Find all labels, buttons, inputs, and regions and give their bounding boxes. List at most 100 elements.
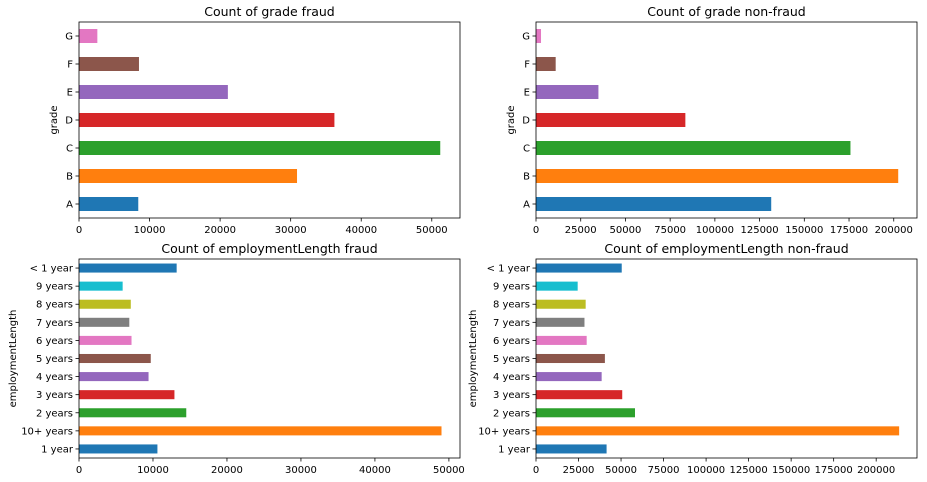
x-tick-label: 20000	[211, 465, 243, 476]
bar-g	[536, 29, 542, 43]
plot-frame	[535, 258, 918, 459]
x-tick-label: 0	[533, 225, 539, 236]
x-tick-label: 25000	[565, 225, 597, 236]
y-tick-label: A	[523, 200, 530, 211]
x-tick-label: 200000	[875, 225, 913, 236]
chart-title: Count of grade fraud	[204, 4, 335, 19]
bar-g	[79, 29, 98, 43]
y-tick-label: 6 years	[36, 336, 73, 347]
y-tick-label: 10+ years	[478, 426, 530, 437]
y-tick-label: < 1 year	[487, 264, 531, 275]
bar-9-years	[536, 281, 578, 291]
y-axis-label: grade	[49, 105, 60, 134]
bar-2-years	[79, 408, 187, 418]
bar-f	[79, 57, 139, 71]
bar-5-years	[79, 353, 151, 364]
x-tick-label: 125000	[740, 225, 778, 236]
bar-a	[79, 197, 139, 211]
y-axis-label: grade	[506, 105, 517, 134]
y-tick-label: G	[65, 32, 73, 43]
y-tick-label: 3 years	[493, 390, 530, 401]
bar--1-year	[79, 263, 177, 273]
x-tick-label: 100000	[696, 225, 734, 236]
x-tick-label: 175000	[830, 225, 868, 236]
x-tick-label: 50000	[610, 225, 642, 236]
bar-5-years	[536, 353, 605, 364]
bar-2-years	[536, 408, 635, 418]
bar-3-years	[536, 390, 623, 400]
x-tick-label: 100000	[687, 465, 725, 476]
bar-8-years	[536, 299, 586, 309]
chart-4: 1 year 10+ years 2 years 3 years 4 years 5 ye…	[468, 241, 918, 476]
y-tick-label: 9 years	[493, 282, 530, 293]
bar-7-years	[79, 317, 130, 327]
chart-title: Count of employmentLength fraud	[161, 241, 377, 256]
x-tick-label: 75000	[654, 225, 686, 236]
bar-8-years	[79, 299, 131, 309]
plot-frame	[78, 258, 461, 459]
chart-1: A B C D E F G 0 10000 20000 30000 40000 50000 Count o…	[49, 4, 461, 236]
y-tick-label: 5 years	[36, 354, 73, 365]
y-tick-label: E	[67, 88, 73, 99]
bar-b	[79, 169, 298, 183]
chart-3: 1 year 10+ years 2 years 3 years 4 years 5 ye…	[8, 241, 465, 476]
bar-10-years	[536, 426, 900, 436]
x-tick-label: 50000	[605, 465, 637, 476]
y-tick-label: 5 years	[493, 354, 530, 365]
x-tick-label: 50000	[416, 225, 448, 236]
y-tick-label: 3 years	[36, 390, 73, 401]
bar-4-years	[79, 372, 149, 382]
y-tick-label: B	[523, 172, 530, 183]
y-tick-label: 4 years	[493, 372, 530, 383]
bar-6-years	[536, 335, 587, 345]
y-tick-label: A	[66, 200, 73, 211]
bar-c	[536, 141, 851, 155]
bar-3-years	[79, 390, 175, 400]
y-tick-label: C	[523, 144, 530, 155]
y-tick-label: < 1 year	[30, 264, 74, 275]
chart-2: A B C D E F G 0 25000 50000 75000 100000 125000 15000…	[506, 4, 918, 236]
bar-d	[79, 113, 335, 127]
y-tick-label: C	[66, 144, 73, 155]
y-tick-label: G	[522, 32, 530, 43]
x-tick-label: 25000	[563, 465, 595, 476]
bar-10-years	[79, 426, 442, 436]
x-tick-label: 150000	[785, 225, 823, 236]
x-tick-label: 150000	[772, 465, 810, 476]
bar-9-years	[79, 281, 123, 291]
bar-f	[536, 57, 556, 71]
x-tick-label: 125000	[730, 465, 768, 476]
x-tick-label: 0	[533, 465, 539, 476]
bar-b	[536, 169, 899, 183]
x-tick-label: 20000	[204, 225, 236, 236]
y-tick-label: 2 years	[493, 408, 530, 419]
plot-frame	[535, 21, 918, 219]
y-tick-label: F	[67, 60, 73, 71]
y-tick-label: 6 years	[493, 336, 530, 347]
y-tick-label: 1 year	[41, 444, 74, 455]
bar-1-year	[536, 444, 607, 454]
bar-c	[79, 141, 441, 155]
chart-title: Count of grade non-fraud	[647, 4, 806, 19]
bar-e	[79, 85, 228, 99]
x-tick-label: 10000	[134, 225, 166, 236]
bar--1-year	[536, 263, 622, 273]
y-tick-label: 1 year	[498, 444, 531, 455]
bar-6-years	[79, 335, 132, 345]
y-tick-label: 7 years	[36, 318, 73, 329]
y-tick-label: E	[524, 88, 530, 99]
y-axis-label: employmentLength	[8, 310, 19, 408]
plot-frame	[78, 21, 461, 219]
bar-d	[536, 113, 686, 127]
y-tick-label: D	[522, 116, 530, 127]
x-tick-label: 200000	[857, 465, 895, 476]
bar-4-years	[536, 372, 602, 382]
x-tick-label: 40000	[345, 225, 377, 236]
y-tick-label: F	[524, 60, 530, 71]
bar-1-year	[79, 444, 158, 454]
x-tick-label: 0	[76, 225, 82, 236]
x-tick-label: 40000	[359, 465, 391, 476]
bar-a	[536, 197, 772, 211]
y-tick-label: 8 years	[493, 300, 530, 311]
